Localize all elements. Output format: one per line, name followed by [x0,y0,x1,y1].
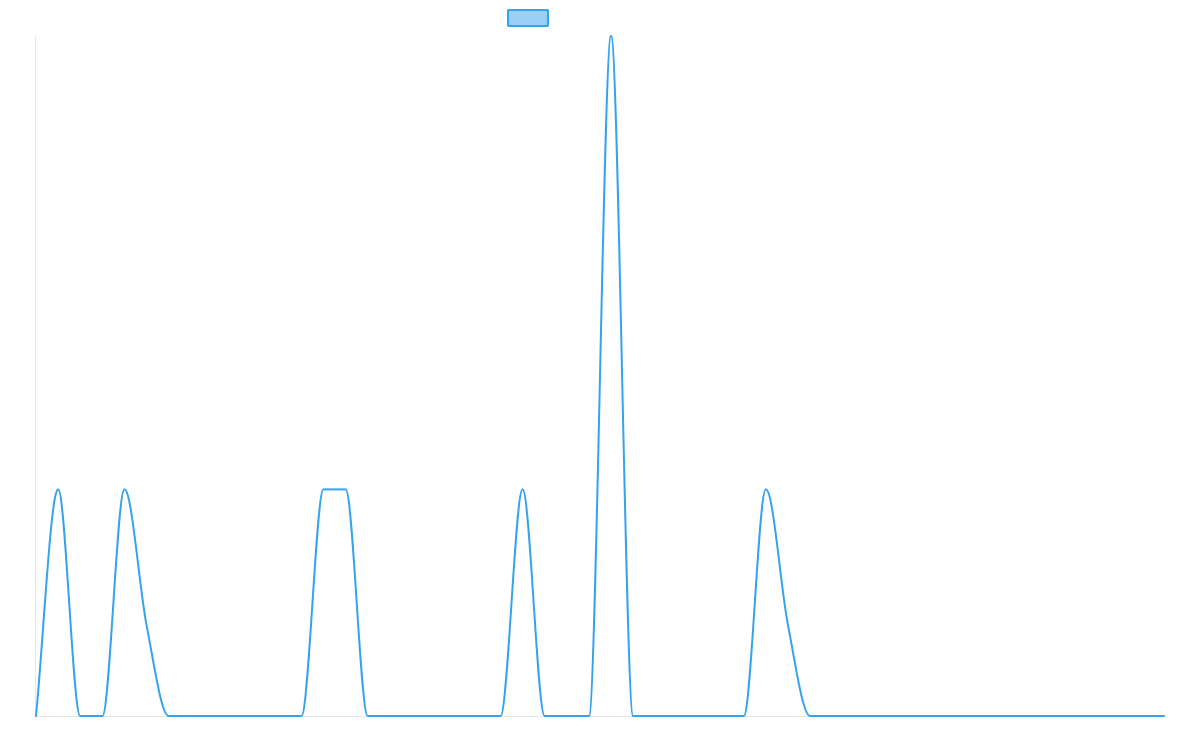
data-point-3[interactable] [99,713,105,719]
data-point-24[interactable] [564,713,570,719]
data-point-39[interactable] [896,713,902,719]
data-point-6[interactable] [166,713,172,719]
data-point-1[interactable] [55,486,61,492]
data-point-26[interactable] [608,33,614,39]
data-point-5[interactable] [144,622,150,628]
legend[interactable] [507,9,549,27]
data-point-21[interactable] [497,713,503,719]
data-point-35[interactable] [807,713,813,719]
data-point-49[interactable] [1117,713,1123,719]
data-point-29[interactable] [674,713,680,719]
data-point-41[interactable] [940,713,946,719]
data-point-46[interactable] [1050,713,1056,719]
data-point-0[interactable] [33,713,39,719]
data-point-11[interactable] [276,713,282,719]
data-point-19[interactable] [453,713,459,719]
data-point-34[interactable] [785,622,791,628]
data-point-16[interactable] [387,713,393,719]
data-point-50[interactable] [1139,713,1145,719]
data-point-43[interactable] [984,713,990,719]
data-point-4[interactable] [121,486,127,492]
data-point-45[interactable] [1028,713,1034,719]
data-point-47[interactable] [1073,713,1079,719]
data-point-20[interactable] [475,713,481,719]
data-point-37[interactable] [851,713,857,719]
data-point-32[interactable] [741,713,747,719]
data-point-27[interactable] [630,713,636,719]
data-point-44[interactable] [1006,713,1012,719]
data-point-13[interactable] [321,486,327,492]
data-point-18[interactable] [431,713,437,719]
data-point-30[interactable] [697,713,703,719]
data-point-15[interactable] [365,713,371,719]
data-point-33[interactable] [763,486,769,492]
data-point-40[interactable] [918,713,924,719]
data-point-14[interactable] [343,486,349,492]
series-line [35,35,1165,717]
data-point-2[interactable] [77,713,83,719]
data-point-7[interactable] [188,713,194,719]
data-point-38[interactable] [873,713,879,719]
legend-swatch[interactable] [507,9,549,27]
data-point-31[interactable] [719,713,725,719]
data-point-8[interactable] [210,713,216,719]
data-point-42[interactable] [962,713,968,719]
data-point-28[interactable] [652,713,658,719]
data-point-51[interactable] [1161,713,1167,719]
data-point-23[interactable] [542,713,548,719]
data-point-22[interactable] [520,486,526,492]
data-point-48[interactable] [1095,713,1101,719]
data-point-17[interactable] [409,713,415,719]
data-point-9[interactable] [232,713,238,719]
data-point-36[interactable] [829,713,835,719]
data-point-12[interactable] [298,713,304,719]
data-point-10[interactable] [254,713,260,719]
data-point-25[interactable] [586,713,592,719]
